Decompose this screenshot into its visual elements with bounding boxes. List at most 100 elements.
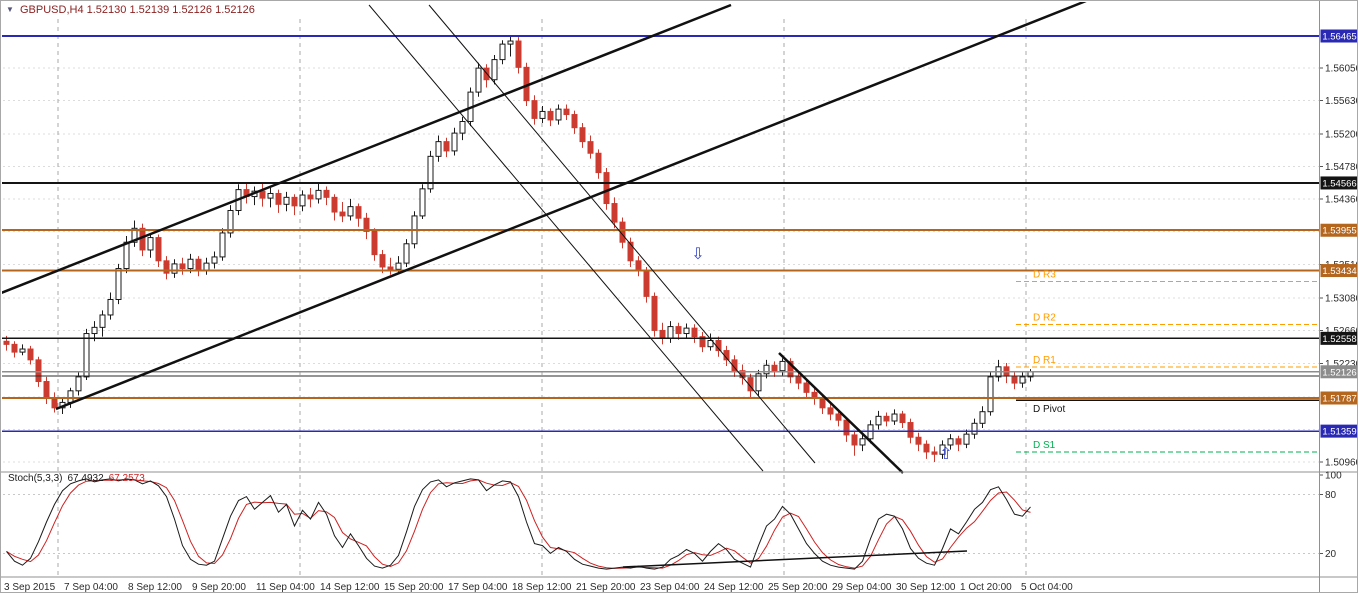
stoch-tick-label: 20 xyxy=(1325,549,1337,560)
candle xyxy=(139,223,146,257)
candle xyxy=(203,257,210,275)
time-axis-label: 9 Sep 20:00 xyxy=(192,582,246,593)
candle xyxy=(363,212,370,240)
candle xyxy=(691,324,698,343)
down-arrow-icon[interactable]: ⇩ xyxy=(691,246,704,263)
price-tick-label: 1.53080 xyxy=(1325,293,1358,304)
stoch-trendline[interactable] xyxy=(622,550,968,568)
candle xyxy=(1027,369,1034,382)
candle xyxy=(763,359,770,379)
candle xyxy=(803,378,810,399)
candle xyxy=(915,432,922,452)
candle xyxy=(219,228,226,261)
candle xyxy=(507,36,514,57)
candle xyxy=(419,184,426,220)
candle xyxy=(307,188,314,208)
time-axis-label: 11 Sep 04:00 xyxy=(256,582,315,593)
time-axis-label: 3 Sep 2015 xyxy=(4,582,56,593)
price-badge xyxy=(1320,331,1357,345)
candle xyxy=(227,205,234,238)
price-axis[interactable]: 1.560501.556301.552001.547801.543601.535… xyxy=(1320,29,1358,469)
price-badge xyxy=(1320,424,1357,438)
trendlines xyxy=(1,1,1087,474)
candle xyxy=(899,410,906,428)
time-axis-label: 5 Oct 04:00 xyxy=(1021,582,1073,593)
price-badge-label: 1.52558 xyxy=(1322,334,1356,345)
time-axis-label: 15 Sep 20:00 xyxy=(384,582,444,593)
price-tick-label: 1.55630 xyxy=(1325,96,1358,107)
candle xyxy=(355,203,362,227)
pivot-label: D S1 xyxy=(1033,440,1056,451)
time-axis[interactable]: 3 Sep 2015 7 Sep 04:00 8 Sep 12:00 9 Sep 20… xyxy=(4,582,1073,593)
price-badge-label: 1.56465 xyxy=(1322,32,1356,43)
candle xyxy=(851,431,858,456)
pivot-label: D R1 xyxy=(1033,355,1056,366)
time-axis-label: 1 Oct 20:00 xyxy=(960,582,1012,593)
candle xyxy=(603,167,610,210)
candle xyxy=(427,150,434,193)
candle xyxy=(667,321,674,343)
descending-channel-right[interactable] xyxy=(428,4,816,464)
candle xyxy=(443,137,450,158)
price-tick-label: 1.54780 xyxy=(1325,162,1358,173)
candle xyxy=(459,116,466,141)
time-axis-label: 24 Sep 12:00 xyxy=(704,582,764,593)
price-tick-label: 1.52230 xyxy=(1325,359,1358,370)
candle xyxy=(347,198,354,221)
price-tick-label: 1.56050 xyxy=(1325,64,1358,75)
candle xyxy=(539,106,546,124)
short-descending-trendline[interactable] xyxy=(778,352,904,474)
candle xyxy=(515,37,522,74)
candle xyxy=(243,183,250,204)
ascending-channel-lower[interactable] xyxy=(55,1,1087,411)
dropdown-triangle-icon[interactable]: ▼ xyxy=(6,5,14,14)
up-arrow-icon[interactable]: ⇧ xyxy=(939,446,952,463)
price-grid xyxy=(3,67,1319,463)
stochastic-signal-line xyxy=(6,479,1031,569)
price-tick-label: 1.55200 xyxy=(1325,129,1358,140)
candle xyxy=(315,183,322,204)
candle xyxy=(195,256,202,277)
candle xyxy=(19,344,26,356)
candle xyxy=(987,372,994,416)
support-resistance-lines xyxy=(2,35,1319,432)
candle xyxy=(859,434,866,452)
price-badge xyxy=(1320,29,1357,43)
candle xyxy=(27,345,34,365)
candle xyxy=(675,322,682,340)
candle xyxy=(1019,372,1026,388)
ascending-channel-upper[interactable] xyxy=(1,3,732,294)
candle xyxy=(259,182,266,207)
candle xyxy=(299,190,306,212)
stoch-main-value: 67.4932 xyxy=(67,473,104,484)
candle xyxy=(251,186,258,206)
candle xyxy=(147,232,154,258)
time-axis-label: 14 Sep 12:00 xyxy=(320,582,380,593)
candle xyxy=(643,266,650,303)
descending-channel-left[interactable] xyxy=(368,4,764,472)
pivot-label: D Pivot xyxy=(1033,404,1065,415)
candle xyxy=(611,197,618,229)
pivot-label: D R2 xyxy=(1033,312,1056,323)
candle xyxy=(547,108,554,127)
candle xyxy=(275,189,282,213)
price-tick-label: 1.50960 xyxy=(1325,458,1358,469)
candle xyxy=(1011,371,1018,390)
candle xyxy=(795,372,802,390)
candle xyxy=(923,440,930,459)
price-badge xyxy=(1320,391,1357,405)
pivot-levels: D R3 D R2 D R1 D Pivot D S1 xyxy=(1016,270,1319,453)
candle xyxy=(595,149,602,179)
price-badge xyxy=(1320,264,1357,278)
stoch-axis[interactable]: 100 80 20 xyxy=(1320,471,1342,560)
candle xyxy=(827,403,834,421)
candle xyxy=(491,54,498,85)
time-axis-label: 23 Sep 04:00 xyxy=(640,582,700,593)
stoch-tick-label: 100 xyxy=(1325,471,1342,482)
candle xyxy=(563,104,570,120)
candle xyxy=(963,429,970,449)
price-badge-label: 1.53955 xyxy=(1322,226,1356,237)
